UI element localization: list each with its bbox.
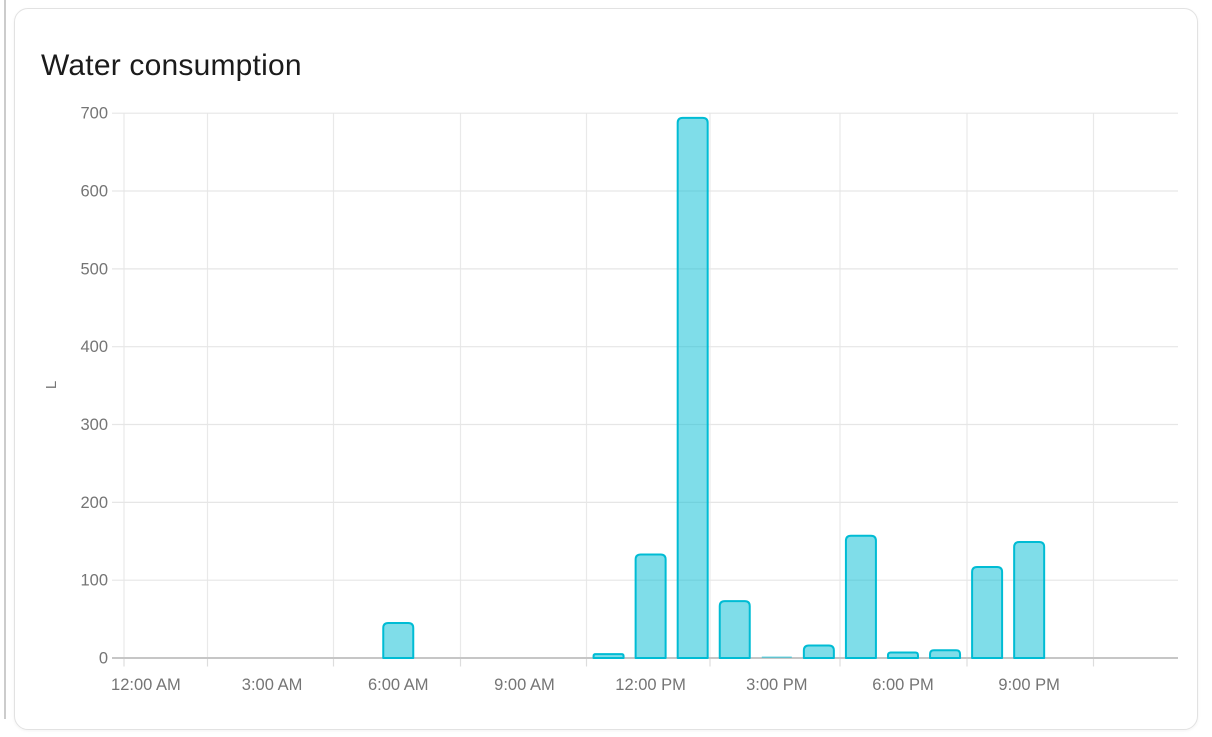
y-axis-tick-label: 500 — [80, 260, 108, 278]
x-axis-tick-label: 6:00 PM — [872, 676, 933, 694]
bar-6-00-am[interactable] — [382, 621, 415, 659]
y-axis-tick-label: 600 — [80, 183, 108, 201]
x-axis-tick-label: 9:00 AM — [494, 676, 555, 694]
bar-12-00-pm[interactable] — [634, 553, 667, 659]
y-axis-tick-label: 0 — [99, 650, 108, 668]
bar-9-00-pm[interactable] — [1013, 541, 1046, 659]
x-axis-tick-label: 3:00 PM — [746, 676, 807, 694]
bar-4-00-pm[interactable] — [802, 644, 835, 659]
y-axis-title: L — [43, 381, 60, 389]
x-axis-tick-label: 12:00 AM — [111, 676, 181, 694]
x-axis-tick-label: 9:00 PM — [998, 676, 1059, 694]
bar-7-00-pm[interactable] — [929, 649, 962, 659]
chart-title: Water consumption — [41, 49, 302, 82]
bar-5-00-pm[interactable] — [844, 534, 877, 659]
y-axis-tick-label: 700 — [80, 105, 108, 123]
x-axis-tick-label: 6:00 AM — [368, 676, 429, 694]
bar-1-00-pm[interactable] — [676, 116, 709, 659]
bar-2-00-pm[interactable] — [718, 600, 751, 659]
page-left-divider — [4, 0, 6, 719]
y-axis-tick-label: 200 — [80, 494, 108, 512]
bar-8-00-pm[interactable] — [971, 565, 1004, 659]
bar-11-00-am[interactable] — [592, 653, 625, 659]
y-axis-tick-label: 400 — [80, 338, 108, 356]
y-axis-tick-label: 100 — [80, 572, 108, 590]
y-axis-tick-label: 300 — [80, 416, 108, 434]
bar-3-00-pm[interactable] — [761, 656, 792, 658]
x-axis-tick-label: 12:00 PM — [615, 676, 686, 694]
bar-6-00-pm[interactable] — [886, 651, 919, 659]
x-axis-tick-label: 3:00 AM — [242, 676, 303, 694]
